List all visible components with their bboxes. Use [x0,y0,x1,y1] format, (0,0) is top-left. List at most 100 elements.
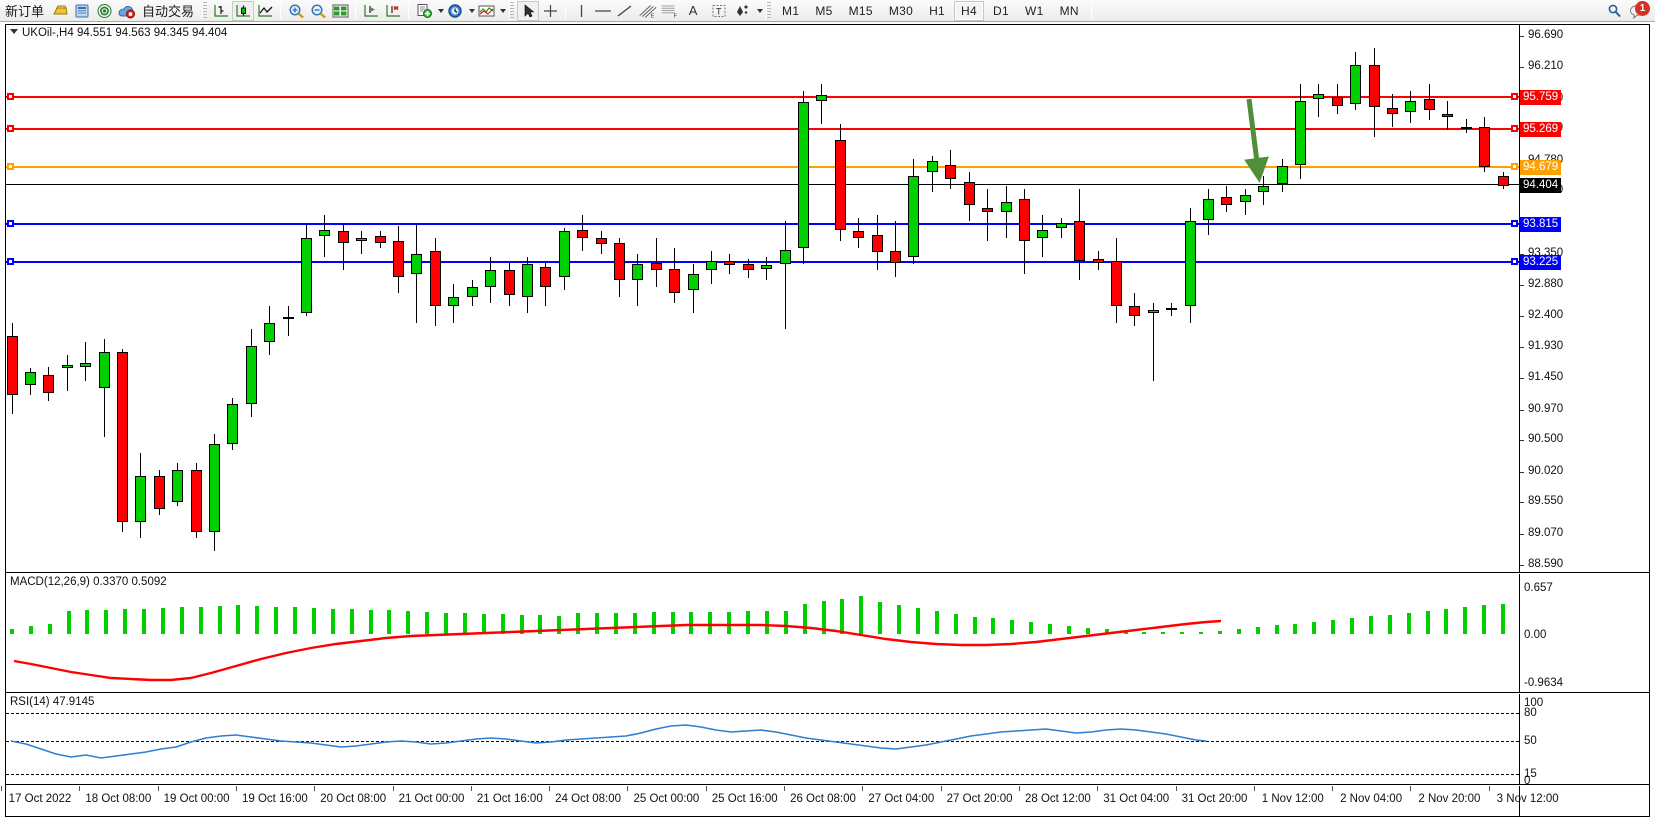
candle[interactable] [337,25,349,573]
level-line-resistance-1[interactable] [6,127,1519,130]
macd-pane[interactable]: MACD(12,26,9) 0.3370 0.5092 0.657 0.00 -0.… [6,574,1649,693]
candle[interactable] [1221,25,1233,573]
candle[interactable] [798,25,810,573]
tile-windows-icon[interactable] [329,1,351,21]
candle[interactable] [1295,25,1307,573]
candle[interactable] [761,25,773,573]
candle[interactable] [963,25,975,573]
candle[interactable] [356,25,368,573]
candle[interactable] [1442,25,1454,573]
zoom-in-icon[interactable] [285,1,307,21]
chart-menu-caret[interactable] [10,29,18,34]
candle[interactable] [80,25,92,573]
crosshair-icon[interactable] [539,1,561,21]
candle[interactable] [945,25,957,573]
candle[interactable] [1202,25,1214,573]
level-handle-right-pivot[interactable] [1511,163,1518,171]
candle[interactable] [1239,25,1251,573]
candle[interactable] [669,25,681,573]
candle[interactable] [853,25,865,573]
candle[interactable] [595,25,607,573]
shift-chart-icon[interactable] [360,1,382,21]
candle[interactable] [485,25,497,573]
candlestick-chart-icon[interactable] [232,0,255,21]
timeframe-h1[interactable]: H1 [929,3,946,18]
toolbar-grip-3[interactable] [766,2,772,19]
objects-dropdown-caret[interactable] [757,8,764,13]
candle[interactable] [393,25,405,573]
templates-dropdown-caret[interactable] [500,8,507,13]
cursor-icon[interactable] [517,0,540,21]
timeframe-mn[interactable]: MN [1059,3,1079,18]
candle[interactable] [24,25,36,573]
candle[interactable] [1313,25,1325,573]
candle[interactable] [816,25,828,573]
zoom-out-icon[interactable] [307,1,329,21]
timeframe-m15[interactable]: M15 [848,3,873,18]
templates-icon[interactable] [475,1,497,21]
line-chart-icon[interactable] [254,1,276,21]
horizontal-line-icon[interactable] [592,1,614,21]
candle[interactable] [1037,25,1049,573]
candle[interactable] [521,25,533,573]
candle[interactable] [1387,25,1399,573]
candle[interactable] [1423,25,1435,573]
toolbar-grip-1[interactable] [202,2,208,19]
candle[interactable] [98,25,110,573]
level-line-resistance-2[interactable] [6,95,1519,98]
candle[interactable] [1092,25,1104,573]
candle[interactable] [1258,25,1270,573]
candle[interactable] [779,25,791,573]
level-handle-left-support-2[interactable] [7,258,14,266]
candle[interactable] [429,25,441,573]
alerts-icon[interactable]: 1 [1626,0,1650,21]
candle[interactable] [1000,25,1012,573]
timeframe-d1[interactable]: D1 [993,3,1009,18]
chart-window[interactable]: UKOil-,H4 94.551 94.563 94.345 94.404 96… [1,24,1650,817]
candle[interactable] [466,25,478,573]
candle[interactable] [742,25,754,573]
candle[interactable] [1276,25,1288,573]
candle[interactable] [208,25,220,573]
candle[interactable] [245,25,257,573]
candle[interactable] [1331,25,1343,573]
candle[interactable] [301,25,313,573]
level-handle-right-resistance-2[interactable] [1511,92,1518,100]
candle[interactable] [1405,25,1417,573]
timeframe-m5[interactable]: M5 [815,3,833,18]
signals-icon[interactable] [93,1,115,21]
indicators-icon[interactable] [413,1,435,21]
candle[interactable] [724,25,736,573]
level-handle-left-support-1[interactable] [7,219,14,227]
candle[interactable] [61,25,73,573]
candle[interactable] [650,25,662,573]
trendline-icon[interactable] [614,1,636,21]
candle[interactable] [558,25,570,573]
candle[interactable] [1018,25,1030,573]
autoscroll-icon[interactable] [382,1,404,21]
candle[interactable] [503,25,515,573]
candle[interactable] [190,25,202,573]
candle[interactable] [1184,25,1196,573]
level-handle-right-support-2[interactable] [1511,258,1518,266]
candle[interactable] [613,25,625,573]
timeframe-m1[interactable]: M1 [782,3,800,18]
candle[interactable] [319,25,331,573]
candle[interactable] [632,25,644,573]
autotrade-icon[interactable] [115,1,137,21]
time-axis[interactable]: 17 Oct 2022 18 Oct 08:00 19 Oct 00:00 19 Oc… [1,786,1649,816]
candle[interactable] [1074,25,1086,573]
level-handle-left-resistance-2[interactable] [7,92,14,100]
new-order-button[interactable]: 新订单 [0,1,49,21]
candle[interactable] [172,25,184,573]
candle[interactable] [540,25,552,573]
candle[interactable] [834,25,846,573]
candle[interactable] [1368,25,1380,573]
candle[interactable] [1350,25,1362,573]
terminal-icon[interactable] [71,1,93,21]
candle[interactable] [1460,25,1472,573]
candle[interactable] [1055,25,1067,573]
level-line-support-2[interactable] [6,261,1519,264]
periods-dropdown-caret[interactable] [469,8,476,13]
timeframe-m30[interactable]: M30 [888,3,914,18]
